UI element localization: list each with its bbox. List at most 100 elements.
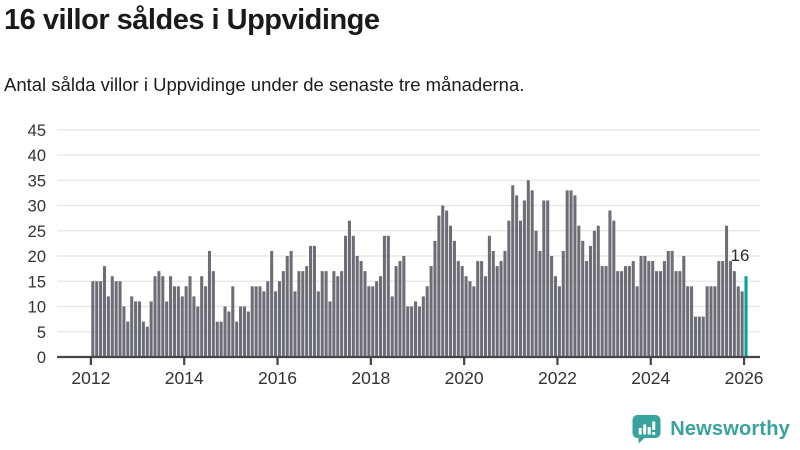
bar xyxy=(732,271,736,357)
bar xyxy=(277,281,281,357)
bar xyxy=(285,256,289,357)
sales-bar-chart: 0 5 10 15 20 25 30 35 40 45 2012 2014 2016 2018 2020 20… xyxy=(28,122,764,388)
bar xyxy=(546,200,550,357)
chart-subtitle: Antal sålda villor i Uppvidinge under de… xyxy=(4,74,525,95)
bar xyxy=(320,271,324,357)
chart-area: 0 5 10 15 20 25 30 35 40 45 2012 2014 2016 2018 2020 20… xyxy=(0,110,800,400)
bar xyxy=(639,256,643,357)
bar xyxy=(651,261,655,357)
bar xyxy=(114,281,118,357)
bar xyxy=(293,291,297,357)
bar xyxy=(693,316,697,357)
bar xyxy=(682,256,686,357)
bar xyxy=(464,276,468,357)
bar xyxy=(336,276,340,357)
bar xyxy=(417,306,421,357)
bar xyxy=(736,286,740,357)
bar xyxy=(534,230,538,357)
bar xyxy=(165,301,169,357)
bar xyxy=(223,306,227,357)
bar xyxy=(483,276,488,357)
bar xyxy=(394,266,398,357)
bar xyxy=(347,220,351,357)
bar xyxy=(550,256,554,357)
bar xyxy=(126,321,130,357)
bar xyxy=(211,271,215,357)
bar xyxy=(460,266,464,357)
y-axis-label: 35 xyxy=(28,172,46,190)
y-axis-label: 15 xyxy=(28,273,46,291)
bar xyxy=(184,286,188,357)
brand-footer: Newsworthy xyxy=(631,414,790,444)
bar xyxy=(176,286,180,357)
bar xyxy=(429,266,433,357)
bar xyxy=(518,220,523,357)
y-axis-label: 45 xyxy=(28,122,46,140)
bar xyxy=(235,321,239,357)
x-axis-label: 2022 xyxy=(538,368,577,388)
bar xyxy=(635,286,639,357)
page-title: 16 villor såldes i Uppvidinge xyxy=(4,4,380,36)
bar xyxy=(145,326,149,357)
bar xyxy=(433,240,437,357)
bar xyxy=(620,271,624,357)
bar xyxy=(402,256,406,357)
bar xyxy=(386,235,390,357)
last-value-label: 16 xyxy=(731,246,750,265)
bar xyxy=(371,286,375,357)
bar xyxy=(670,250,674,357)
bar xyxy=(99,281,103,357)
brand-name: Newsworthy xyxy=(670,417,790,440)
bar xyxy=(340,271,344,357)
x-axis-label: 2016 xyxy=(258,368,297,388)
bar xyxy=(382,235,386,357)
bar xyxy=(456,261,460,357)
bar xyxy=(200,276,204,357)
bar xyxy=(375,281,379,357)
bar xyxy=(499,261,503,357)
bar xyxy=(717,261,721,357)
bar xyxy=(180,296,184,357)
x-axis-label: 2024 xyxy=(631,368,670,388)
bar xyxy=(270,250,274,357)
y-axis-label: 20 xyxy=(28,248,46,266)
bar xyxy=(301,271,305,357)
bar xyxy=(297,271,301,357)
bar xyxy=(309,245,313,357)
x-axis-label: 2020 xyxy=(445,368,484,388)
bar xyxy=(728,261,732,357)
newsworthy-logo-icon xyxy=(632,415,661,444)
y-axis-label: 30 xyxy=(28,198,46,216)
bar xyxy=(262,291,266,357)
bar xyxy=(713,286,717,357)
bar xyxy=(616,271,620,357)
bar xyxy=(379,276,383,357)
bar xyxy=(647,261,651,357)
bar xyxy=(153,276,157,357)
bar xyxy=(441,205,445,357)
bar xyxy=(515,195,519,357)
bar xyxy=(118,281,122,357)
bar xyxy=(332,271,336,357)
bar xyxy=(701,316,705,357)
bar xyxy=(596,225,600,357)
bar xyxy=(219,321,223,357)
bar xyxy=(557,286,561,357)
bar xyxy=(577,225,581,357)
bar xyxy=(367,286,371,357)
bar xyxy=(157,271,161,357)
bar xyxy=(106,296,110,357)
bar xyxy=(324,271,328,357)
bar xyxy=(410,306,414,357)
bar xyxy=(631,261,635,357)
bar xyxy=(627,266,631,357)
bar xyxy=(172,286,176,357)
bar xyxy=(445,210,449,357)
bar xyxy=(351,235,355,357)
bar xyxy=(581,240,585,357)
bar xyxy=(91,281,95,357)
bar xyxy=(421,296,425,357)
bar xyxy=(204,286,208,357)
bar xyxy=(134,301,138,357)
